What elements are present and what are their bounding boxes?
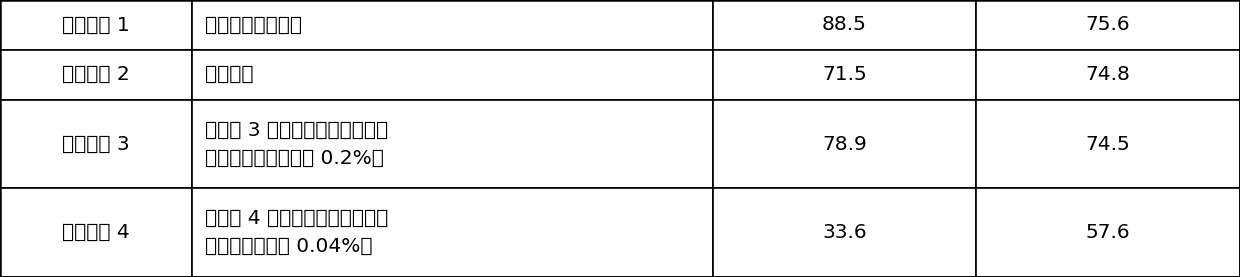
Text: 74.5: 74.5 xyxy=(1085,135,1131,153)
Bar xyxy=(976,100,1240,188)
Text: 自然授粉: 自然授粉 xyxy=(205,65,253,84)
Bar xyxy=(976,50,1240,100)
Bar xyxy=(713,0,976,50)
Bar xyxy=(976,188,1240,277)
Text: 75.6: 75.6 xyxy=(1086,16,1130,34)
Text: 78.9: 78.9 xyxy=(822,135,867,153)
Bar xyxy=(0,50,192,100)
Text: 对照试验 2: 对照试验 2 xyxy=(62,65,130,84)
Text: 对照试验 1: 对照试验 1 xyxy=(62,16,130,34)
Bar xyxy=(713,100,976,188)
Text: 57.6: 57.6 xyxy=(1086,223,1130,242)
Text: 人工点授花粉授粉: 人工点授花粉授粉 xyxy=(205,16,301,34)
Bar xyxy=(192,100,713,188)
Bar xyxy=(192,50,713,100)
Bar xyxy=(0,0,192,50)
Bar xyxy=(192,0,713,50)
Bar xyxy=(0,100,192,188)
Bar xyxy=(0,188,192,277)
Text: 对照试验 3: 对照试验 3 xyxy=(62,135,130,153)
Bar xyxy=(192,188,713,277)
Text: 对比例 4 的花粉悬浮液（羧甲基
纤维素钠浓度为 0.04%）: 对比例 4 的花粉悬浮液（羧甲基 纤维素钠浓度为 0.04%） xyxy=(205,209,388,256)
Bar xyxy=(976,0,1240,50)
Text: 71.5: 71.5 xyxy=(822,65,867,84)
Text: 33.6: 33.6 xyxy=(822,223,867,242)
Text: 88.5: 88.5 xyxy=(822,16,867,34)
Bar xyxy=(713,50,976,100)
Text: 74.8: 74.8 xyxy=(1085,65,1131,84)
Bar xyxy=(713,188,976,277)
Text: 对照试验 4: 对照试验 4 xyxy=(62,223,130,242)
Text: 对比例 3 的花粉悬浮液（不含硼
酸但花粉比例提高为 0.2%）: 对比例 3 的花粉悬浮液（不含硼 酸但花粉比例提高为 0.2%） xyxy=(205,120,388,168)
